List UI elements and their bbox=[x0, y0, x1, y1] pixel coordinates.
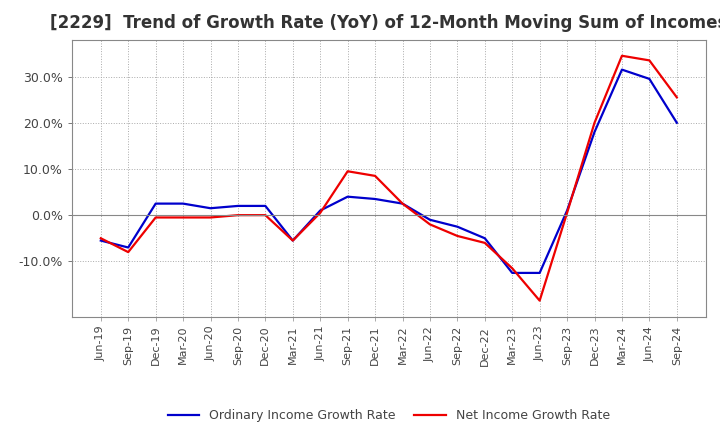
Ordinary Income Growth Rate bbox=[96, 238, 105, 243]
Ordinary Income Growth Rate bbox=[508, 270, 516, 275]
Ordinary Income Growth Rate bbox=[371, 196, 379, 202]
Ordinary Income Growth Rate bbox=[151, 201, 160, 206]
Net Income Growth Rate bbox=[179, 215, 187, 220]
Ordinary Income Growth Rate bbox=[261, 203, 270, 209]
Net Income Growth Rate bbox=[124, 249, 132, 255]
Ordinary Income Growth Rate bbox=[590, 129, 599, 135]
Ordinary Income Growth Rate bbox=[426, 217, 434, 222]
Net Income Growth Rate bbox=[645, 58, 654, 63]
Ordinary Income Growth Rate bbox=[618, 67, 626, 72]
Net Income Growth Rate bbox=[618, 53, 626, 59]
Ordinary Income Growth Rate bbox=[206, 205, 215, 211]
Net Income Growth Rate bbox=[206, 215, 215, 220]
Net Income Growth Rate bbox=[343, 169, 352, 174]
Net Income Growth Rate bbox=[289, 238, 297, 243]
Ordinary Income Growth Rate bbox=[453, 224, 462, 229]
Net Income Growth Rate bbox=[508, 266, 516, 271]
Line: Ordinary Income Growth Rate: Ordinary Income Growth Rate bbox=[101, 70, 677, 273]
Net Income Growth Rate bbox=[233, 213, 242, 218]
Ordinary Income Growth Rate bbox=[289, 238, 297, 243]
Net Income Growth Rate bbox=[536, 298, 544, 303]
Net Income Growth Rate bbox=[426, 222, 434, 227]
Net Income Growth Rate bbox=[563, 210, 572, 216]
Ordinary Income Growth Rate bbox=[536, 270, 544, 275]
Ordinary Income Growth Rate bbox=[398, 201, 407, 206]
Net Income Growth Rate bbox=[96, 235, 105, 241]
Title: [2229]  Trend of Growth Rate (YoY) of 12-Month Moving Sum of Incomes: [2229] Trend of Growth Rate (YoY) of 12-… bbox=[50, 15, 720, 33]
Net Income Growth Rate bbox=[672, 95, 681, 100]
Ordinary Income Growth Rate bbox=[179, 201, 187, 206]
Net Income Growth Rate bbox=[261, 213, 270, 218]
Net Income Growth Rate bbox=[590, 120, 599, 125]
Ordinary Income Growth Rate bbox=[316, 208, 325, 213]
Ordinary Income Growth Rate bbox=[645, 76, 654, 81]
Net Income Growth Rate bbox=[371, 173, 379, 179]
Ordinary Income Growth Rate bbox=[233, 203, 242, 209]
Ordinary Income Growth Rate bbox=[343, 194, 352, 199]
Line: Net Income Growth Rate: Net Income Growth Rate bbox=[101, 56, 677, 301]
Net Income Growth Rate bbox=[316, 210, 325, 216]
Ordinary Income Growth Rate bbox=[563, 208, 572, 213]
Ordinary Income Growth Rate bbox=[672, 120, 681, 125]
Legend: Ordinary Income Growth Rate, Net Income Growth Rate: Ordinary Income Growth Rate, Net Income … bbox=[163, 404, 615, 427]
Ordinary Income Growth Rate bbox=[480, 235, 489, 241]
Net Income Growth Rate bbox=[151, 215, 160, 220]
Ordinary Income Growth Rate bbox=[124, 245, 132, 250]
Net Income Growth Rate bbox=[480, 240, 489, 246]
Net Income Growth Rate bbox=[453, 233, 462, 238]
Net Income Growth Rate bbox=[398, 201, 407, 206]
